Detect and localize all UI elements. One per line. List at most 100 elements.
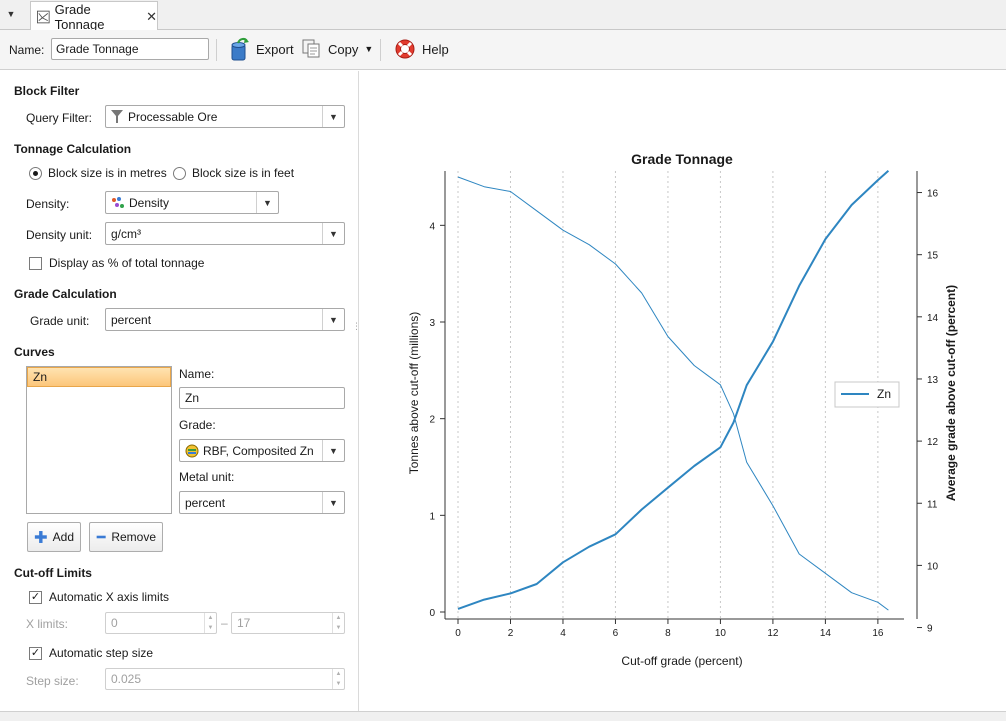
step-size-value: 0.025 [111,672,142,686]
density-unit-select[interactable]: g/cm³ ▼ [105,222,345,245]
y-tick-right-label: 14 [927,313,939,324]
plus-icon [34,531,47,543]
grade-calculation-title: Grade Calculation [14,287,117,301]
check-icon: ✓ [29,646,42,660]
density-value: Density [129,195,170,210]
y-tick-right-label: 11 [927,499,938,510]
window-bottom-edge [0,711,1006,721]
y-tick-right-label: 13 [927,375,939,386]
y-axis-right-label: Average grade above cut-off (percent) [944,285,958,501]
x-tick-label: 12 [767,628,779,639]
query-filter-select[interactable]: Processable Ore ▼ [105,105,345,128]
y-tick-right-label: 16 [927,189,939,200]
copy-icon [302,39,320,58]
chevron-down-icon: ▼ [364,44,374,54]
x-min-input[interactable]: 0 ▲ ▼ [105,612,217,634]
y-tick-left-label: 4 [429,221,435,232]
radio-dot [29,166,42,180]
density-label: Density: [26,197,70,211]
radio-feet-label: Block size is in feet [192,166,295,180]
x-tick-label: 4 [560,628,566,639]
tonnage-calculation-title: Tonnage Calculation [14,142,132,156]
radio-dot [173,166,186,180]
x-ticks: 0 2 4 6 8 10 12 14 16 [455,619,884,639]
help-button[interactable]: Help [394,36,449,62]
add-label: Add [52,530,74,544]
curves-title: Curves [14,345,55,359]
remove-curve-button[interactable]: Remove [89,522,163,552]
auto-step-checkbox[interactable]: ✓ Automatic step size [29,646,153,660]
x-tick-label: 0 [455,628,461,639]
step-size-input[interactable]: 0.025 ▲ ▼ [105,668,345,690]
auto-x-limits-label: Automatic X axis limits [49,590,170,604]
x-min-value: 0 [111,616,118,630]
curve-name-input[interactable]: Zn [179,387,345,409]
add-curve-button[interactable]: Add [27,522,81,552]
remove-label: Remove [111,530,156,544]
radio-block-size-feet[interactable]: Block size is in feet [173,166,294,180]
y-tick-right-label: 12 [927,437,939,448]
grade-unit-select[interactable]: percent ▼ [105,308,345,331]
export-icon [231,37,249,61]
auto-step-label: Automatic step size [49,646,154,660]
copy-button[interactable]: Copy ▼ [302,36,373,62]
density-unit-label: Density unit: [26,228,93,242]
x-max-input[interactable]: 17 ▲ ▼ [231,612,345,634]
radio-block-size-metres[interactable]: Block size is in metres [29,166,167,180]
display-percent-checkbox[interactable]: Display as % of total tonnage [29,256,204,270]
copy-label: Copy [328,41,359,57]
curve-grade-select[interactable]: RBF, Composited Zn ▼ [179,439,345,462]
panel-divider[interactable] [358,71,359,711]
metal-unit-select[interactable]: percent ▼ [179,491,345,514]
step-size-label: Step size: [26,674,79,688]
spinner-icon[interactable]: ▲ ▼ [332,669,344,689]
curve-list[interactable]: Zn [26,366,172,514]
attribute-icon [112,196,124,208]
spinner-icon[interactable]: ▲ ▼ [204,613,216,633]
spinner-icon[interactable]: ▲ ▼ [332,613,344,633]
curve-name-label: Name: [179,367,215,381]
y-tick-right-label: 15 [927,251,939,262]
minus-icon [96,535,106,539]
x-tick-label: 10 [715,628,727,639]
check-icon: ✓ [29,590,42,604]
close-icon[interactable]: ✕ [146,8,157,24]
y-tick-right-label: 9 [927,624,933,635]
export-label: Export [256,41,294,57]
curve-grade-value: RBF, Composited Zn [203,443,314,458]
query-filter-value: Processable Ore [128,109,218,124]
checkbox-box [29,256,42,270]
y-tick-left-label: 2 [429,415,435,426]
lifebuoy-icon [395,39,415,59]
toolbar-divider [216,39,217,61]
export-button[interactable]: Export [230,36,294,62]
tab-grade-tonnage[interactable]: Grade Tonnage ✕ [30,1,158,32]
series-layer [457,170,890,611]
x-tick-label: 16 [872,628,884,639]
chevron-down-icon: ▼ [322,492,344,513]
x-tick-label: 6 [613,628,619,639]
density-select[interactable]: Density ▼ [105,191,279,214]
chart-icon [37,10,50,23]
chevron-down-icon: ▼ [322,309,344,330]
series-line-grade [457,170,890,610]
name-input[interactable]: Grade Tonnage [51,38,209,60]
query-filter-label: Query Filter: [26,111,93,125]
legend-label: Zn [877,387,891,401]
cutoff-limits-title: Cut-off Limits [14,566,92,580]
x-axis-label: Cut-off grade (percent) [621,654,742,668]
grade-unit-value: percent [111,312,152,327]
splitter-handle[interactable]: ⋮ [352,321,361,331]
curve-grade-label: Grade: [179,418,216,432]
series-line-tonnage [457,176,889,611]
y-ticks-left: 0 1 2 3 4 [429,221,445,619]
toolbar-divider [380,39,381,61]
y-tick-left-label: 0 [429,608,435,619]
auto-x-limits-checkbox[interactable]: ✓ Automatic X axis limits [29,590,169,604]
list-item[interactable]: Zn [27,367,171,387]
chart-title: Grade Tonnage [631,151,733,167]
tab-menu-icon[interactable]: ▼ [6,9,16,19]
name-label: Name: [9,43,45,57]
